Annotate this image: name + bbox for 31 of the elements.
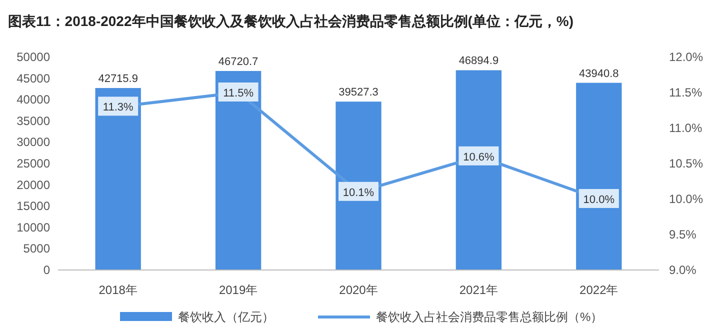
data-label: 43940.8: [579, 68, 619, 80]
y-tick-label: 15000: [16, 199, 50, 214]
y-tick-label: 10000: [16, 220, 50, 234]
y2-tick-label: 10.5%: [669, 156, 704, 170]
x-tick-label: 2021年: [459, 283, 498, 297]
y2-tick-label: 9.5%: [669, 228, 697, 242]
y-tick-label: 50000: [16, 50, 50, 64]
legend-label: 餐饮收入（亿元）: [178, 310, 274, 324]
data-label: 39527.3: [338, 86, 378, 99]
y-tick-label: 30000: [16, 135, 50, 150]
x-tick-label: 2022年: [580, 283, 618, 297]
y-tick-label: 20000: [16, 178, 50, 192]
y-tick-label: 35000: [16, 114, 50, 128]
legend-label: 餐饮收入占社会消费品零售总额比例（%）: [376, 310, 603, 324]
y2-tick-label: 12.0%: [669, 50, 704, 64]
y2-tick-label: 10.0%: [669, 192, 704, 206]
y-tick-label: 45000: [16, 71, 50, 86]
x-tick-label: 2020年: [339, 283, 378, 297]
y2-tick-label: 11.0%: [669, 121, 702, 135]
y-tick-label: 5000: [23, 242, 50, 256]
y2-tick-label: 9.0%: [669, 263, 697, 277]
data-label: 42715.9: [98, 73, 138, 86]
y-tick-label: 40000: [16, 92, 50, 107]
chart-title: 图表11：2018-2022年中国餐饮收入及餐饮收入占社会消费品零售总额比例(单位：亿元，%): [8, 13, 574, 29]
y2-tick-label: 11.5%: [669, 86, 702, 100]
data-label: 46894.9: [458, 55, 499, 68]
x-tick-label: 2018年: [98, 283, 138, 297]
x-tick-label: 2019年: [218, 283, 258, 297]
data-label: 46720.7: [218, 56, 258, 68]
y-tick-label: 0: [43, 263, 50, 277]
y-tick-label: 25000: [16, 156, 50, 170]
